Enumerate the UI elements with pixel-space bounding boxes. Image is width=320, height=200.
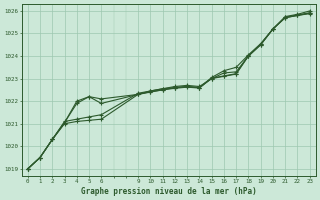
X-axis label: Graphe pression niveau de la mer (hPa): Graphe pression niveau de la mer (hPa) — [81, 187, 257, 196]
